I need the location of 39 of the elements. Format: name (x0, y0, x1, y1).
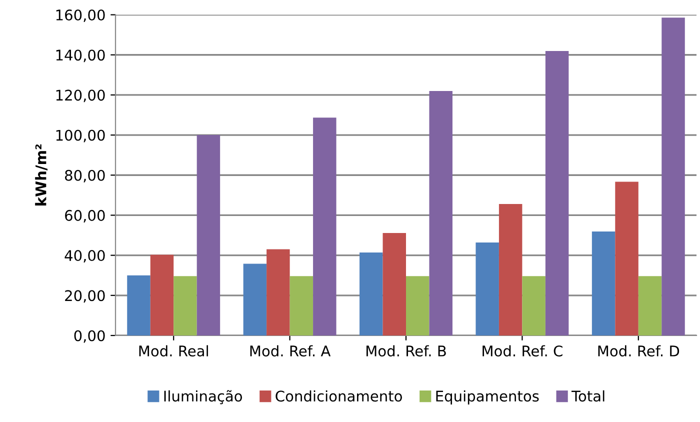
y-tick-label: 80,00 (65, 170, 105, 182)
bar (476, 242, 499, 336)
bar (662, 18, 685, 336)
x-tick-label: Mod. Real (139, 345, 208, 356)
bar (592, 231, 616, 336)
bar (382, 233, 406, 336)
y-tick-label: 160,00 (56, 9, 105, 22)
legend-label: Equipamentos (436, 390, 539, 404)
x-tick-label: Mod. Ref. B (366, 345, 446, 356)
x-tick-label: Mod. Ref. A (250, 345, 331, 356)
bar (545, 51, 569, 336)
y-axis-title: kWh/m² (35, 144, 48, 206)
x-tick-label: Mod. Ref. C (482, 345, 562, 356)
y-tick-label: 100,00 (56, 130, 105, 142)
y-tick-label: 0,00 (74, 330, 105, 343)
bar (615, 182, 638, 336)
bar (498, 204, 522, 336)
legend-label: Condicionamento (276, 390, 402, 402)
bar (638, 276, 662, 336)
y-tick-label: 120,00 (56, 90, 105, 102)
bar (313, 118, 336, 336)
bar (290, 276, 314, 336)
bar (174, 276, 197, 336)
bar (360, 252, 383, 336)
y-tick-label: 40,00 (64, 250, 105, 263)
bar (150, 254, 174, 336)
legend-label: Iluminação (164, 390, 242, 404)
bar (406, 276, 430, 336)
legend-label: Total (572, 390, 604, 402)
y-tick-label: 20,00 (65, 290, 105, 303)
y-tick-label: 140,00 (56, 50, 105, 62)
y-tick-label: 60,00 (65, 210, 105, 222)
bar (429, 90, 452, 336)
bar (243, 264, 267, 336)
bar (196, 135, 220, 336)
bar (266, 249, 290, 336)
x-tick-label: Mod. Ref. D (598, 345, 680, 356)
bar (522, 276, 546, 336)
bar (127, 275, 150, 336)
